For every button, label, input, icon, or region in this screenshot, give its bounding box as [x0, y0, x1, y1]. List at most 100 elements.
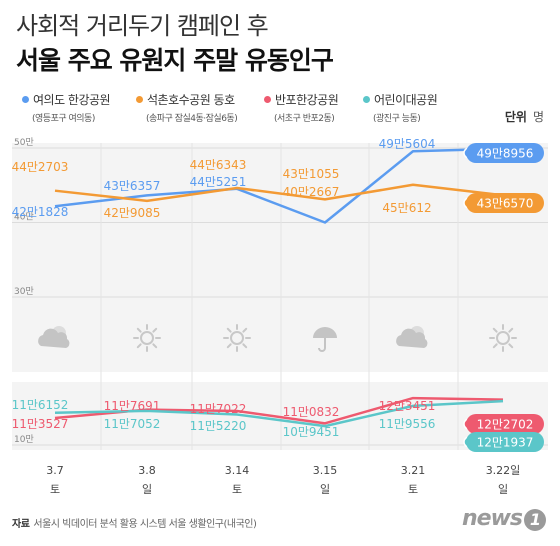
data-label: 11만6152: [12, 398, 69, 412]
source-text: 서울시 빅데이터 분석 활용 시스템 서울 생활인구(내국인): [33, 519, 257, 530]
legend-sublabel: (서초구 반포2동): [274, 114, 335, 124]
legend-label: 어린이대공원: [374, 93, 438, 107]
sun-core: [140, 331, 154, 345]
data-label: 44만2703: [12, 160, 69, 174]
sunny-icon: [489, 324, 517, 352]
data-label: 40만2667: [283, 185, 340, 199]
data-label: 11만0832: [283, 405, 340, 419]
data-label: 42만1828: [12, 205, 69, 219]
legend-dot: [264, 96, 271, 103]
data-label: 49만5604: [379, 137, 436, 151]
legend-item-seokchon: 석촌호수공원 동호 (송파구 잠실4동·잠실6동): [136, 91, 238, 124]
end-label: 43만6570: [463, 193, 544, 213]
unit-value: 명: [532, 110, 544, 124]
sunny-icon: [133, 324, 161, 352]
data-label: 43만1055: [283, 167, 340, 181]
x-weekday-label: 토: [408, 483, 418, 496]
line-chart: 10만 30만 40만 50만 42만1828 43만6357 44만5251 49만5604…: [12, 131, 548, 496]
end-label-text: 12만2702: [477, 418, 534, 432]
break-strip-middle: [12, 372, 548, 382]
end-label: 12만1937: [463, 432, 544, 452]
umbrella-handle: [318, 338, 326, 352]
source-note: 자료 서울시 빅데이터 분석 활용 시스템 서울 생활인구(내국인): [12, 515, 257, 530]
sun-ray: [492, 327, 498, 333]
end-label-text: 43만6570: [477, 197, 534, 211]
end-label: 12만2702: [463, 414, 544, 434]
sun-ray: [226, 343, 232, 349]
legend-sublabel: (영등포구 여의동): [32, 114, 95, 124]
sun-core: [230, 331, 244, 345]
logo-text: news: [461, 506, 523, 531]
legend-dot: [22, 96, 29, 103]
end-label-pill: [466, 414, 544, 434]
x-tick-label: 3.8: [138, 464, 156, 477]
data-label: 11만3527: [12, 417, 69, 431]
break-strip-bottom: [12, 450, 548, 460]
plot-background: [12, 131, 548, 460]
series-line: [54, 183, 504, 203]
x-weekday-label: 일: [498, 482, 508, 496]
legend-label: 석촌호수공원 동호: [147, 93, 235, 107]
sun-ray: [226, 327, 232, 333]
legend-dot: [136, 96, 143, 103]
unit-label: 단위 명: [505, 108, 544, 125]
data-label: 11만7052: [104, 417, 161, 431]
data-label: 45만612: [382, 201, 431, 215]
y-tick-label: 50만: [14, 137, 34, 148]
data-label: 11만7691: [104, 399, 161, 413]
title-line-2: 서울 주요 유원지 주말 유동인구: [16, 46, 334, 75]
sun-ray: [136, 327, 142, 333]
source-label: 자료: [12, 519, 30, 530]
legend-sublabel: (송파구 잠실4동·잠실6동): [146, 114, 238, 124]
legend-sublabel: (광진구 능동): [373, 114, 421, 124]
sun-ray: [508, 327, 514, 333]
data-label: 44만5251: [190, 175, 247, 189]
y-tick-label: 10만: [14, 434, 34, 445]
x-tick-label: 3.15: [313, 464, 338, 477]
cloud-front: [38, 328, 70, 348]
x-tick-label: 3.14: [225, 464, 250, 477]
end-label-pill: [466, 193, 544, 213]
legend-item-banpo: 반포한강공원 (서초구 반포2동): [264, 91, 339, 124]
end-label: 49만8956: [463, 143, 544, 163]
end-label-text: 49만8956: [477, 147, 534, 161]
sun-ray: [508, 343, 514, 349]
data-label: 43만6357: [104, 179, 161, 193]
data-label: 12만3451: [379, 399, 436, 413]
cloudy-icon: [396, 326, 428, 348]
x-tick-label: 3.21: [401, 464, 426, 477]
data-label: 11만5220: [190, 419, 247, 433]
end-label-pill: [466, 143, 544, 163]
sun-ray: [242, 343, 248, 349]
break-strip-top: [12, 131, 548, 143]
sun-ray: [242, 327, 248, 333]
umbrella-icon: [313, 327, 337, 352]
sunny-icon: [223, 324, 251, 352]
title-line-1: 사회적 거리두기 캠페인 후: [16, 12, 269, 40]
data-label: 44만6343: [190, 158, 247, 172]
y-tick-label: 40만: [14, 212, 34, 223]
cloud-front: [396, 328, 428, 348]
sun-core: [496, 331, 510, 345]
y-tick-label: 30만: [14, 286, 34, 297]
legend-label: 여의도 한강공원: [33, 93, 111, 107]
data-label: 10만9451: [283, 425, 340, 439]
sun-ray: [152, 327, 158, 333]
data-label: 11만9556: [379, 417, 436, 431]
umbrella-canopy: [313, 327, 337, 338]
x-tick-label: 3.22일: [486, 463, 521, 477]
unit-title: 단위: [504, 110, 527, 124]
x-weekday-label: 토: [232, 483, 242, 496]
data-label: 42만9085: [104, 206, 161, 220]
legend-dot: [363, 96, 370, 103]
legend-item-yeouido: 여의도 한강공원 (영등포구 여의동): [22, 91, 111, 124]
sun-ray: [492, 343, 498, 349]
logo-mark: 1: [524, 509, 546, 531]
x-weekday-label: 일: [320, 482, 330, 496]
x-tick-label: 3.7: [46, 464, 64, 477]
series-line: [54, 147, 504, 224]
legend-label: 반포한강공원: [275, 93, 339, 107]
x-weekday-label: 토: [50, 483, 60, 496]
cloudy-icon: [38, 326, 70, 348]
